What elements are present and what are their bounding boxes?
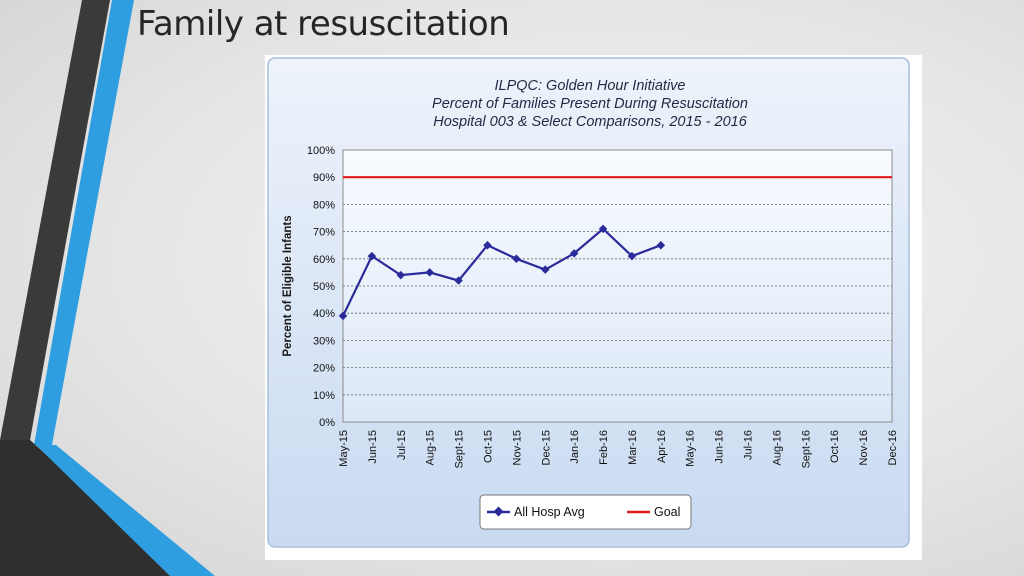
x-tick-label: Apr-16: [656, 430, 668, 463]
y-tick-label: 80%: [313, 199, 335, 211]
decor-blue-stripe: [34, 0, 134, 445]
y-tick-label: 30%: [313, 335, 335, 347]
chart-title-line-2: Percent of Families Present During Resus…: [432, 96, 748, 112]
data-point: [627, 251, 637, 261]
decor-dark-wedge: [0, 440, 180, 576]
legend-box: [479, 494, 692, 530]
y-tick-label: 50%: [313, 281, 335, 293]
data-point: [338, 311, 348, 321]
y-tick-label: 40%: [313, 308, 335, 320]
legend: All Hosp Avg Goal: [479, 494, 692, 530]
chart-title-line-1: ILPQC: Golden Hour Initiative: [494, 78, 685, 94]
x-tick-label: Dec-16: [887, 430, 899, 465]
y-tick-labels: 0% 10% 20% 30% 40% 50% 60% 70% 80% 90% 100%: [307, 145, 335, 429]
x-tick-label: Sept-15: [454, 430, 466, 469]
y-tick-label: 60%: [313, 254, 335, 266]
y-tick-label: 90%: [313, 172, 335, 184]
legend-label-goal: Goal: [654, 505, 680, 519]
y-tick-label: 100%: [307, 145, 335, 157]
x-tick-label: May-15: [338, 430, 350, 467]
y-tick-label: 10%: [313, 390, 335, 402]
x-tick-label: Feb-16: [598, 430, 610, 465]
series-layer: [338, 176, 892, 321]
series-line-all-hosp-avg: [342, 227, 662, 317]
plot-area: [342, 149, 893, 423]
x-tick-label: May-16: [685, 430, 697, 467]
slide-title: Family at resuscitation: [137, 4, 510, 44]
decor-dark-stripe: [0, 0, 110, 440]
line-chart: ILPQC: Golden Hour Initiative Percent of…: [267, 57, 910, 548]
data-point: [425, 268, 434, 277]
decor-blue-wedge: [36, 445, 215, 576]
x-tick-label: Jan-16: [569, 430, 581, 464]
x-tick-label: Jul-16: [743, 430, 755, 460]
x-tick-label: Dec-15: [540, 430, 552, 465]
chart-frame: ILPQC: Golden Hour Initiative Percent of…: [265, 55, 922, 560]
data-point: [483, 240, 492, 250]
x-tick-label: Jun-16: [714, 430, 726, 464]
x-tick-label: Oct-15: [482, 430, 494, 463]
data-point: [454, 276, 463, 285]
data-point: [598, 224, 608, 234]
y-tick-label: 0%: [319, 417, 335, 429]
data-point: [396, 270, 406, 280]
x-tick-label: Mar-16: [627, 430, 639, 465]
legend-label-all-hosp-avg: All Hosp Avg: [514, 505, 585, 519]
y-tick-label: 70%: [313, 227, 335, 239]
y-tick-label: 20%: [313, 363, 335, 375]
y-axis-label: Percent of Eligible Infants: [282, 215, 294, 356]
x-tick-label: Nov-16: [858, 430, 870, 465]
x-tick-label: Jun-15: [367, 430, 379, 464]
x-tick-label: Aug-16: [771, 430, 783, 465]
x-tick-label: Jul-15: [396, 430, 408, 460]
x-tick-labels: May-15 Jun-15 Jul-15 Aug-15 Sept-15 Oct-15 Nov…: [338, 430, 899, 469]
x-tick-label: Aug-15: [425, 430, 437, 465]
chart-title-line-3: Hospital 003 & Select Comparisons, 2015 …: [433, 114, 747, 130]
x-tick-label: Oct-16: [829, 430, 841, 463]
x-tick-label: Sept-16: [800, 430, 812, 469]
data-point: [512, 254, 521, 264]
x-tick-label: Nov-15: [511, 430, 523, 465]
data-point: [541, 265, 550, 274]
